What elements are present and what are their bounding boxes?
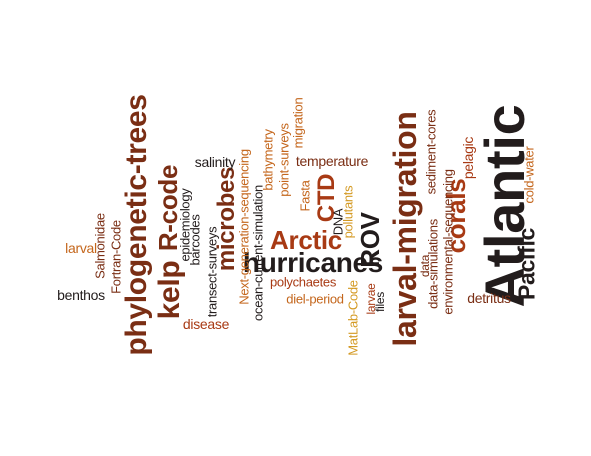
word-kelp: kelp xyxy=(153,260,186,320)
word-point-surveys: point-surveys xyxy=(276,123,292,197)
word-epidemiology: epidemiology xyxy=(177,188,193,262)
word-detritus: detritus xyxy=(467,290,511,306)
word-sediment-cores: sediment-cores xyxy=(423,109,439,195)
word-dna: DNA xyxy=(330,208,346,236)
word-arctic: Arctic xyxy=(270,225,342,255)
word-ocean-current-simulation: ocean-current-simulation xyxy=(250,185,266,321)
word-benthos: benthos xyxy=(57,287,105,303)
word-transect-surveys: transect-surveys xyxy=(204,226,220,318)
word-phylogenetic-trees: phylogenetic-trees xyxy=(120,94,153,356)
word-disease: disease xyxy=(182,316,230,332)
word-fortran-code: Fortran-Code xyxy=(108,220,124,294)
word-bathymetry: bathymetry xyxy=(260,129,276,191)
word-hurricanes: hurricanes xyxy=(242,247,384,278)
word-rov: ROV xyxy=(355,212,385,268)
word-salinity: salinity xyxy=(194,154,236,170)
word-diel-period: diel-period xyxy=(286,291,344,307)
word-larvae: larvae xyxy=(364,283,378,315)
word-cold-water: cold-water xyxy=(521,146,537,204)
word-pacific: Pacific xyxy=(513,227,540,301)
word-temperature: temperature xyxy=(295,153,369,169)
word-data: data xyxy=(418,254,432,278)
word-fasta: Fasta xyxy=(297,180,313,212)
word-polychaetes: polychaetes xyxy=(269,274,337,290)
word-matlab-code: MatLab-Code xyxy=(345,280,361,356)
word-pelagic: pelagic xyxy=(460,136,476,180)
word-larval-migration: larval-migration xyxy=(387,111,423,347)
word-migration: migration xyxy=(290,97,306,149)
word-larval: larval xyxy=(65,240,97,256)
word-environmental-sequencing: environmental-sequencing xyxy=(440,169,456,315)
